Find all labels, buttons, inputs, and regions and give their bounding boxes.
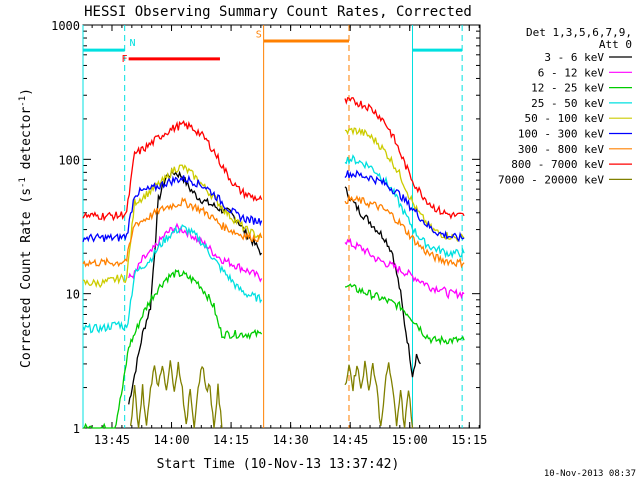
series-line (344, 186, 421, 378)
legend-entry-label: 6 - 12 keV (538, 66, 605, 79)
y-axis-label-part1: Corrected Count Rate (s (19, 188, 34, 368)
x-tick-label: 14:00 (153, 433, 189, 447)
series-line (128, 167, 263, 405)
x-tick-label: 13:45 (94, 433, 130, 447)
y-axis-label-part2: detector (19, 107, 34, 178)
x-tick-label: 14:45 (332, 433, 368, 447)
legend-entry-label: 100 - 300 keV (518, 128, 604, 141)
x-axis-label: Start Time (10-Nov-13 13:37:42) (157, 457, 400, 472)
plot-area: 13:45 14:00 14:15 14:30 14:45 15:00 15:15 1 10 10… (51, 19, 487, 447)
y-axis-label: Corrected Count Rate (s-1 detector-1) (18, 88, 34, 368)
flag-label-s: S (256, 29, 262, 40)
legend-entry-label: 25 - 50 keV (531, 97, 604, 110)
legend-header: Att 0 (599, 38, 632, 51)
flag-label-n: N (129, 38, 135, 49)
series-line (82, 196, 263, 268)
legend-entry-label: 3 - 6 keV (544, 51, 604, 64)
series-line (82, 120, 263, 222)
y-axis-label-part3: ) (19, 88, 34, 96)
series-line (345, 283, 465, 346)
y-tick-label: 100 (58, 153, 80, 167)
legend-header: Det 1,3,5,6,7,9, (526, 26, 632, 39)
legend-entry-label: 800 - 7000 keV (511, 158, 604, 171)
y-axis-label-sup2: -1 (18, 96, 28, 107)
series-line (82, 164, 263, 289)
y-axis-label-sup1: -1 (18, 177, 28, 188)
x-tick-label: 14:15 (213, 433, 249, 447)
series-line (344, 169, 465, 243)
series-line (344, 237, 465, 300)
series-line (128, 222, 263, 283)
series-line (83, 269, 263, 429)
y-tick-label: 1 (73, 422, 80, 436)
y-tick-label: 10 (66, 288, 80, 302)
series-line (344, 96, 465, 220)
x-tick-label: 14:30 (273, 433, 309, 447)
series-line (344, 360, 414, 429)
series-line (344, 127, 465, 242)
legend: Det 1,3,5,6,7,9,Att 03 - 6 keV 6 - 12 keV… (498, 26, 632, 186)
legend-entry-label: 12 - 25 keV (531, 82, 604, 95)
y-axis-label-group: Corrected Count Rate (s-1 detector-1) (18, 88, 34, 368)
plot-frame (82, 24, 481, 429)
series-line (82, 174, 263, 243)
series-line (82, 224, 263, 334)
legend-entry-label: 50 - 100 keV (525, 112, 605, 125)
y-tick-label: 1000 (51, 19, 80, 33)
x-tick-label: 15:15 (451, 433, 487, 447)
legend-entry-label: 300 - 800 keV (518, 143, 604, 156)
series-line (129, 360, 223, 429)
footer-timestamp: 10-Nov-2013 08:37 (544, 469, 636, 479)
chart-title: HESSI Observing Summary Count Rates, Cor… (84, 4, 472, 20)
flag-label-f: F (122, 54, 128, 65)
series-line (344, 193, 465, 269)
series-line (344, 154, 465, 259)
legend-entry-label: 7000 - 20000 keV (498, 173, 604, 186)
x-tick-label: 15:00 (392, 433, 428, 447)
